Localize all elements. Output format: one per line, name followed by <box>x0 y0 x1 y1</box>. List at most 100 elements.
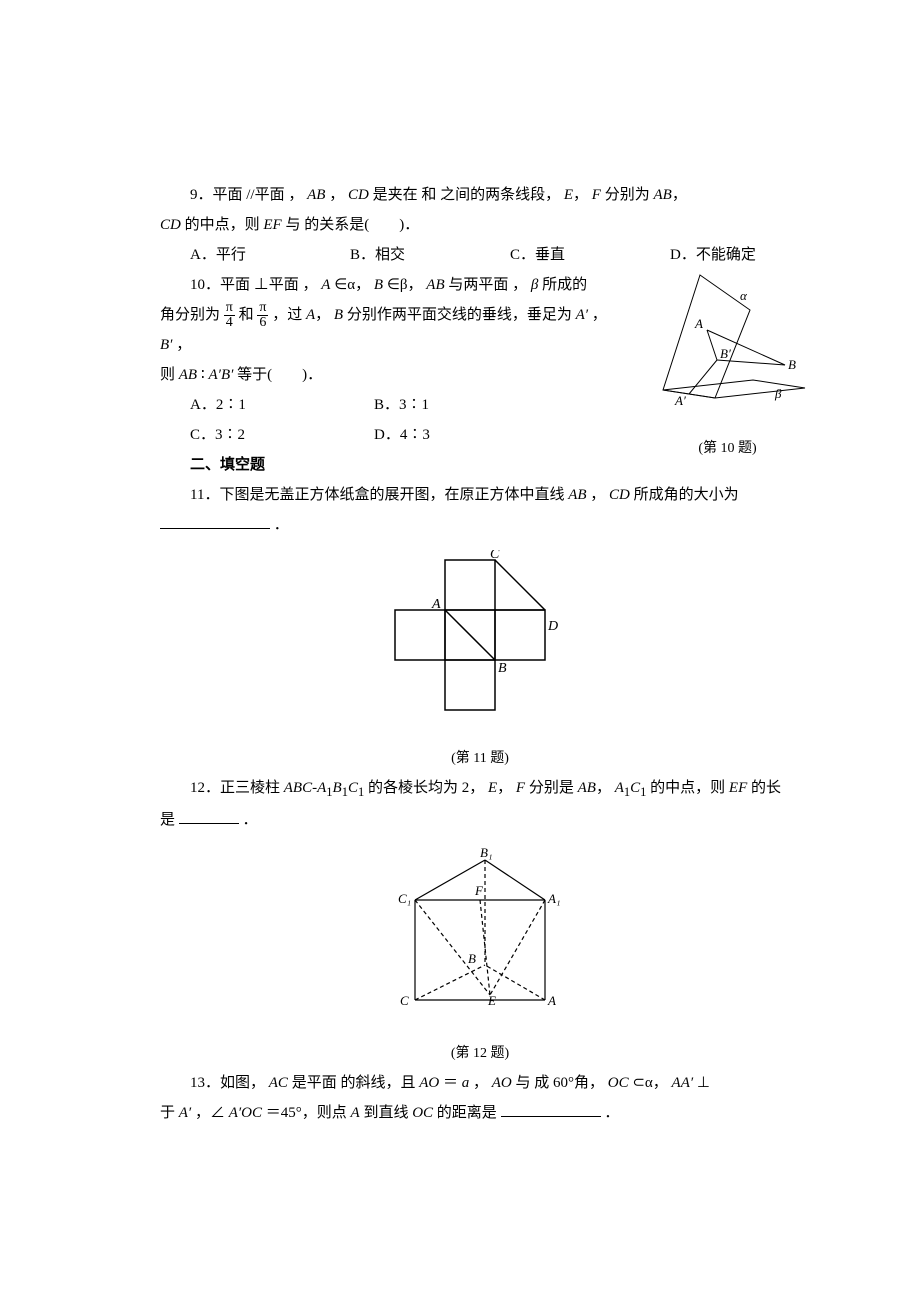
text: AB <box>426 277 444 293</box>
text: 分别作两平面交线的垂线，垂足为 <box>347 307 572 323</box>
text: 是夹在 <box>373 187 418 203</box>
question-10-line3: 则 AB ∶ A′B′ 等于( )． <box>160 360 620 390</box>
segment-ab: AB <box>653 187 671 203</box>
text: ⊂α， <box>632 1075 667 1091</box>
label-f: F <box>474 883 484 898</box>
text: A′ <box>179 1105 191 1121</box>
text: ⊥平面 <box>254 277 299 293</box>
diagram-planes-icon: α A B′ B A′ β <box>645 270 810 420</box>
label-beta: β <box>774 386 782 401</box>
figure-caption-q12: (第 12 题) <box>380 1040 580 1068</box>
fraction-pi6: π6 <box>257 301 268 330</box>
point-f: F <box>592 187 601 203</box>
text: 11．下图是无盖正方体纸盒的展开图，在原正方体中直线 <box>190 487 564 503</box>
text: 等于( )． <box>237 367 322 383</box>
question-12-line2: 是 ． <box>160 805 800 835</box>
option-b: B．3∶1 <box>344 390 459 420</box>
text: ABC <box>284 780 312 796</box>
denominator: 6 <box>257 316 268 330</box>
text: E <box>488 780 497 796</box>
text: AO <box>492 1075 512 1091</box>
question-10: 10．平面 ⊥平面 ， A ∈α， B ∈β， AB 与两平面 ， β 所成的 <box>160 270 620 300</box>
subscript: 1 <box>640 785 646 799</box>
text: 角分别为 <box>160 307 220 323</box>
text: 与 <box>285 217 300 233</box>
question-10-options-row2: C．3∶2 D．4∶3 <box>160 420 620 450</box>
label-bprime: B′ <box>720 346 731 361</box>
question-10-block: α A B′ B A′ β (第 10 题) 10．平面 ⊥平面 ， A ∈α，… <box>160 270 800 450</box>
text: 与两平面 <box>448 277 508 293</box>
text: 的各棱长均为 2， <box>368 780 484 796</box>
text: 12．正三棱柱 <box>190 780 280 796</box>
text: ∈β， <box>387 277 423 293</box>
text: a <box>462 1075 470 1091</box>
fill-blank <box>501 1101 601 1117</box>
fill-blank <box>179 808 239 824</box>
text: 的中点，则 <box>650 780 725 796</box>
text: 的斜线，且 <box>340 1075 415 1091</box>
text: ，∠ <box>195 1105 225 1121</box>
label-b: B <box>788 357 796 372</box>
text: 到直线 <box>363 1105 408 1121</box>
text: 是 <box>160 812 175 828</box>
text: A′B′ <box>209 367 234 383</box>
text: ＝45°，则点 <box>266 1105 347 1121</box>
text: AB <box>179 367 197 383</box>
question-11: 11．下图是无盖正方体纸盒的展开图，在原正方体中直线 AB ， CD 所成角的大… <box>160 480 800 540</box>
numerator: π <box>257 301 268 316</box>
text: 分别是 <box>529 780 574 796</box>
text: 的中点，则 <box>185 217 260 233</box>
text: ， <box>303 277 318 293</box>
text: B <box>333 780 342 796</box>
text: 10．平面 <box>190 277 250 293</box>
text: A <box>615 780 624 796</box>
label-a1: A₁ <box>547 891 560 906</box>
text: A <box>321 277 330 293</box>
text: 之间的两条线段， <box>440 187 560 203</box>
text: ∶ <box>201 367 205 383</box>
prism-icon: B₁ C₁ F A₁ B C E A <box>380 845 580 1025</box>
text: A′ <box>576 307 588 323</box>
option-d: D．不能确定 <box>640 240 800 270</box>
label-d: D <box>547 619 558 634</box>
label-b: B <box>498 661 507 676</box>
text: B <box>374 277 383 293</box>
text: ∈α， <box>334 277 370 293</box>
label-a: A <box>547 993 556 1008</box>
option-a: A．2∶1 <box>160 390 344 420</box>
option-a: A．平行 <box>160 240 320 270</box>
question-13: 13．如图， AC 是平面 的斜线，且 AO ＝ a ， AO 与 成 60°角… <box>160 1068 800 1098</box>
text: A′OC <box>229 1105 262 1121</box>
text: ， <box>473 1075 488 1091</box>
text: B′ <box>160 337 172 353</box>
label-c: C <box>490 550 500 562</box>
text: 和 <box>421 187 436 203</box>
text: A <box>351 1105 360 1121</box>
text: ， <box>329 187 344 203</box>
text: 9．平面 <box>190 187 243 203</box>
text: ． <box>604 1105 619 1121</box>
figure-caption-q10: (第 10 题) <box>645 435 810 463</box>
label-alpha: α <box>740 288 748 303</box>
point-e: E <box>564 187 573 203</box>
text: 和 <box>239 307 254 323</box>
denominator: 4 <box>224 316 235 330</box>
text: 的关系是( )． <box>304 217 419 233</box>
question-10-line2: 角分别为 π4 和 π6 ，过 A， B 分别作两平面交线的垂线，垂足为 A′ … <box>160 300 620 360</box>
label-aprime: A′ <box>674 393 686 408</box>
label-b1: B₁ <box>480 845 492 860</box>
text: B <box>334 307 343 323</box>
question-12: 12．正三棱柱 ABC-A1B1C1 的各棱长均为 2， E， F 分别是 AB… <box>160 773 800 805</box>
text: C <box>630 780 640 796</box>
text: A <box>306 307 315 323</box>
question-13-line2: 于 A′ ，∠ A′OC ＝45°，则点 A 到直线 OC 的距离是 ． <box>160 1098 800 1128</box>
text: ，过 <box>272 307 302 323</box>
text: ， <box>512 277 527 293</box>
text: 于 <box>160 1105 175 1121</box>
text: 是平面 <box>292 1075 337 1091</box>
label-b: B <box>468 951 476 966</box>
text: 分别为 <box>605 187 650 203</box>
text: β <box>531 277 538 293</box>
text: 成 60°角， <box>534 1075 604 1091</box>
text: ， <box>592 307 607 323</box>
